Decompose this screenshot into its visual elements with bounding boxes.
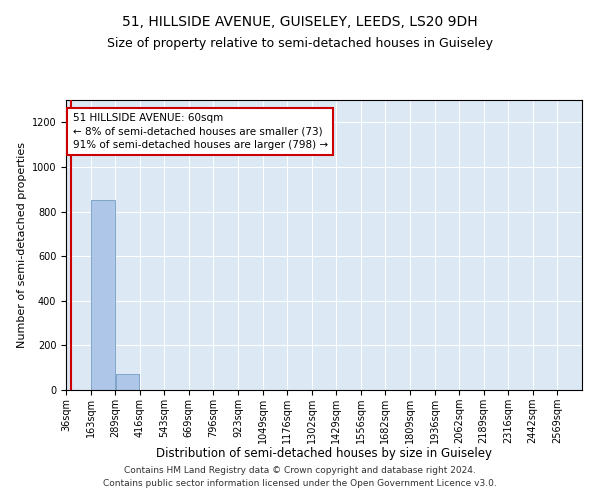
X-axis label: Distribution of semi-detached houses by size in Guiseley: Distribution of semi-detached houses by … <box>156 448 492 460</box>
Text: Contains HM Land Registry data © Crown copyright and database right 2024.
Contai: Contains HM Land Registry data © Crown c… <box>103 466 497 487</box>
Text: 51, HILLSIDE AVENUE, GUISELEY, LEEDS, LS20 9DH: 51, HILLSIDE AVENUE, GUISELEY, LEEDS, LS… <box>122 15 478 29</box>
Bar <box>91 200 115 390</box>
Y-axis label: Number of semi-detached properties: Number of semi-detached properties <box>17 142 28 348</box>
Text: Size of property relative to semi-detached houses in Guiseley: Size of property relative to semi-detach… <box>107 38 493 51</box>
Text: 51 HILLSIDE AVENUE: 60sqm
← 8% of semi-detached houses are smaller (73)
91% of s: 51 HILLSIDE AVENUE: 60sqm ← 8% of semi-d… <box>73 114 328 150</box>
Bar <box>116 374 139 390</box>
